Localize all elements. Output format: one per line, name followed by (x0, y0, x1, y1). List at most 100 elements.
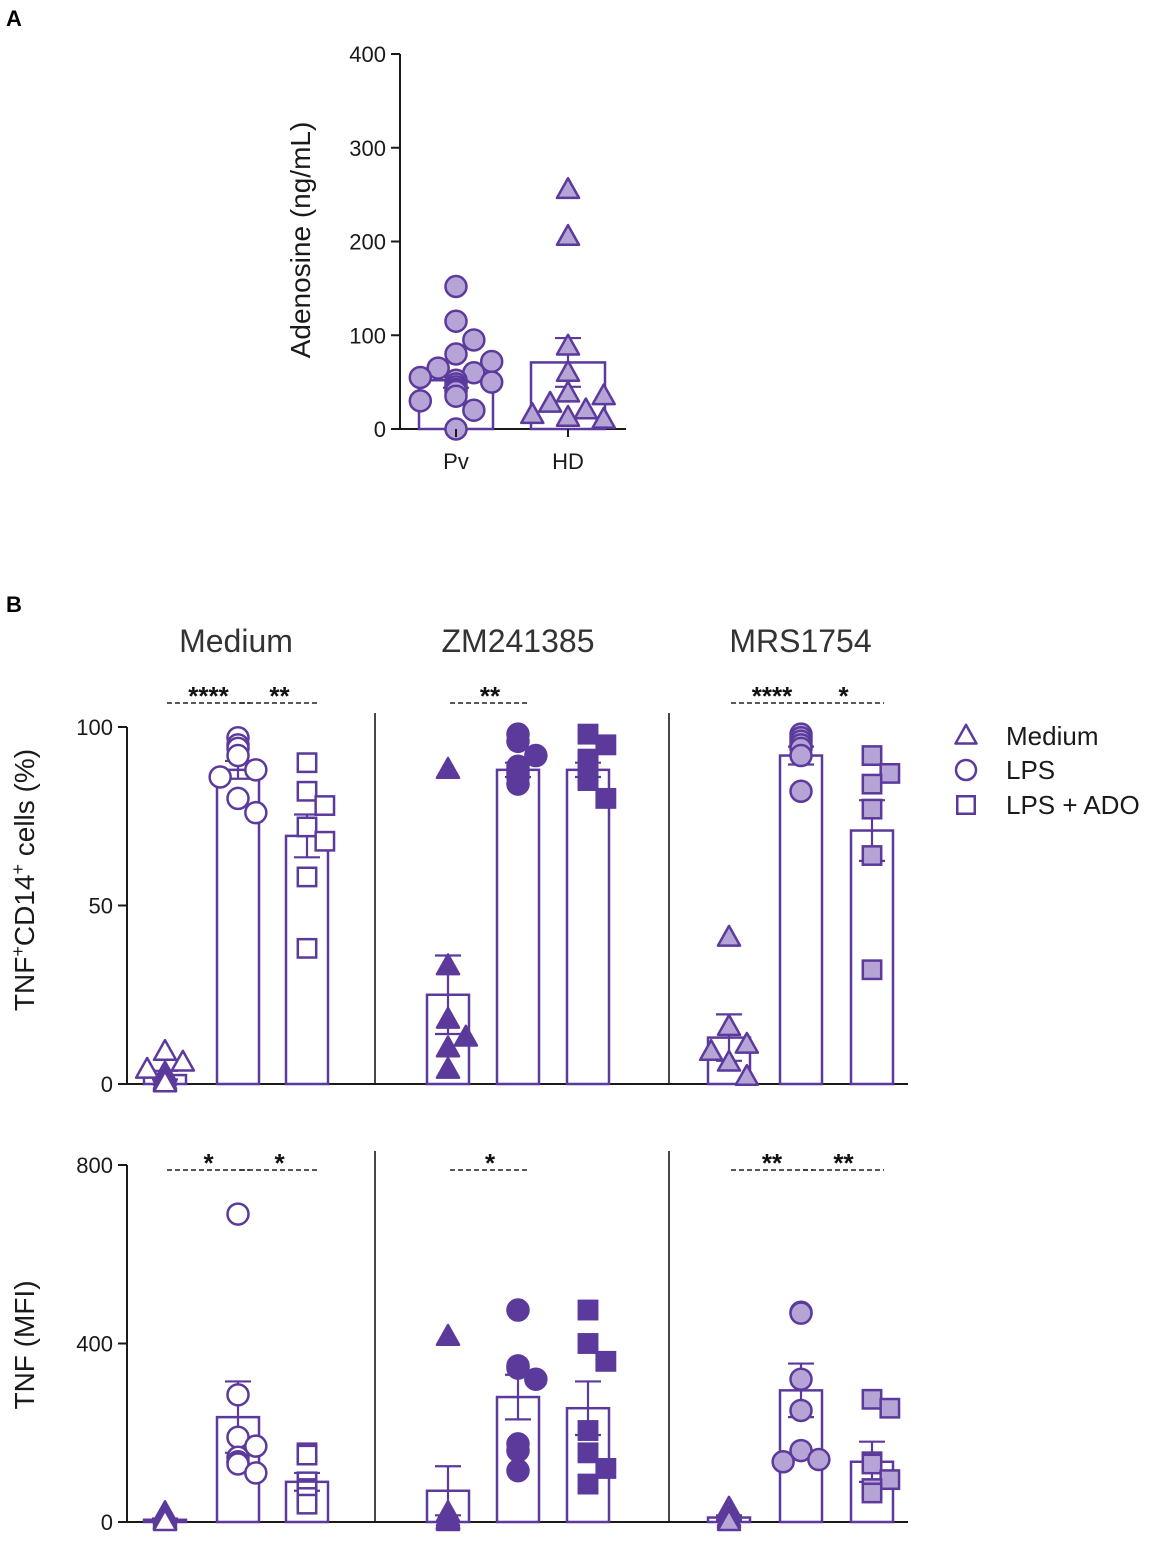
panel-b-top-mrs1754-lps-ado-point-5 (861, 959, 883, 981)
panel-b-top-medium-lps-point-4 (244, 758, 268, 782)
panel-b-bottom-zm241385-lps-ado-point-2 (595, 1350, 617, 1372)
panel-b-bottom-zm241385-lps-point-3 (524, 1367, 548, 1391)
panel-b-top-zm241385-medium-point-1 (435, 953, 461, 976)
panel-b-top-mrs1754-title: MRS1754 (729, 623, 871, 659)
panel-b-top-zm241385-lps-ado-point-7 (595, 787, 617, 809)
panel-b-top-medium-lps-ado-point-3 (296, 816, 318, 838)
legend-marker-square (956, 795, 976, 815)
panel-a-hd-point-4 (555, 380, 581, 403)
panel-a-pv-point-16 (462, 398, 486, 422)
panel-b-top-medium-medium-point-2 (134, 1056, 160, 1079)
panel-b-bottom-mrs1754-lps-ado-point-3 (861, 1453, 883, 1475)
panel-b-bottom-zm241385-lps-point-6 (506, 1458, 530, 1483)
panel-b-top-zm241385-lps-point-2 (524, 743, 548, 768)
panel-a-pv-point-14 (444, 384, 468, 408)
panel-a-letter: A (6, 6, 22, 31)
panel-b-bottom-zm241385-lps-ado-point-4 (577, 1442, 599, 1464)
panel-a-pv-point-1 (444, 309, 468, 333)
panel-a-hd-point-9 (555, 404, 581, 427)
panel-b-bottom-mrs1754-lps-ado-point-6 (861, 1482, 883, 1504)
panel-b-top-mrs1754-sig-label-0: **** (752, 681, 793, 711)
panel-b-top-medium-title: Medium (179, 623, 293, 659)
panel-a-hd-point-0 (555, 176, 581, 200)
panel-b-bottom-medium-sig-label-1: * (274, 1148, 285, 1178)
panel-a-pv-point-5 (426, 356, 450, 380)
panel-b-top-mrs1754-lps-ado-point-1 (879, 762, 901, 784)
panel-b-top-medium-lps-ado-point-1 (296, 780, 318, 802)
panel-a-pv-point-15 (408, 389, 433, 413)
panel-b-top-medium-sig-label-1: ** (269, 681, 290, 711)
panel-b-top-mrs1754-lps-ado-point-2 (861, 773, 883, 795)
panel-b-top-mrs1754-medium-point-4 (716, 1049, 742, 1072)
panel-a-hd-point-8 (520, 401, 545, 425)
panel-a-hd-point-5 (591, 383, 616, 406)
panel-b-bottom-mrs1754-lps-point-1 (789, 1301, 813, 1325)
panel-a-pv-point-7 (408, 365, 433, 390)
panel-b-top-ytick-label-0: 0 (101, 1072, 113, 1097)
panel-b-bottom-mrs1754-sig-label-0: ** (762, 1148, 783, 1178)
panel-a-ytick-label-200: 200 (349, 230, 386, 255)
panel-b-top-zm241385-lps-ado-bar (565, 768, 611, 1086)
panel-b-top-medium-lps-point-6 (226, 786, 250, 811)
panel-b-letter: B (6, 592, 22, 617)
panel-b-top-mrs1754-sig-label-1: * (838, 681, 849, 711)
panel-b-top-zm241385-lps-ado-point-0 (577, 723, 599, 745)
panel-b-bottom-medium-lps-point-1 (226, 1383, 250, 1407)
panel-b-bottom-medium-lps-ado-point-6 (296, 1493, 318, 1515)
panel-b-top-zm241385-medium-point-4 (435, 1035, 461, 1058)
legend-label-1: LPS (1006, 755, 1055, 785)
panel-b-top-mrs1754-lps-ado-bar (849, 829, 895, 1086)
legend-marker-circle (954, 758, 978, 782)
panel-b-top-mrs1754-lps-ado-point-3 (861, 798, 883, 820)
panel-a-xtick-label-0: Pv (443, 449, 469, 474)
panel-b-top-zm241385-medium-point-3 (453, 1024, 479, 1047)
panel-a-ytick-label-300: 300 (349, 136, 386, 161)
panel-b-top-medium-lps-ado-point-4 (314, 830, 336, 852)
panel-a-hd-point-7 (573, 397, 599, 420)
panel-b-bottom-zm241385-lps-ado-point-0 (577, 1299, 599, 1321)
panel-b-bottom-mrs1754-lps-point-3 (789, 1398, 813, 1423)
panel-b-top-zm241385-medium-point-0 (435, 756, 461, 780)
panel-b-bottom-zm241385-sig-label-0: * (485, 1148, 496, 1178)
panel-a-ylabel: Adenosine (ng/mL) (285, 122, 316, 359)
panel-b-bottom-zm241385-lps-ado-point-1 (577, 1333, 599, 1354)
panel-b-top-medium-lps-point-5 (208, 765, 232, 789)
panel-b-top-zm241385-lps-ado-point-6 (577, 770, 599, 791)
panel-b-bottom-ytick-label-800: 800 (76, 1153, 113, 1178)
panel-a-hd-point-1 (555, 223, 581, 247)
panel-b-bottom-zm241385-lps-ado-point-5 (595, 1458, 617, 1479)
panel-a-xtick-label-1: HD (552, 449, 584, 474)
panel-b-bottom-ytick-label-0: 0 (101, 1510, 113, 1535)
panel-b-top-ytick-label-50: 50 (89, 894, 113, 919)
panel-b-top-medium-sig-label-0: **** (188, 681, 229, 711)
panel-b-top-medium-lps-point-3 (226, 743, 250, 768)
panel-b-top-medium-lps-point-7 (244, 800, 268, 825)
panel-b-bottom-ytick-label-400: 400 (76, 1332, 113, 1357)
panel-b-top-mrs1754-lps-bar (778, 754, 824, 1086)
panel-a-ytick-label-400: 400 (349, 42, 386, 67)
panel-b-top-mrs1754-medium-point-0 (716, 924, 742, 947)
panel-b-top-medium-lps-ado-point-6 (296, 937, 318, 959)
panel-b-top-mrs1754-lps-ado-point-4 (861, 845, 883, 866)
panel-b-top-zm241385-lps-ado-point-1 (595, 734, 617, 756)
panel-b-top-zm241385-lps-point-7 (506, 772, 530, 796)
panel-b-bottom-medium-lps-ado-point-1 (296, 1444, 318, 1466)
panel-b-top-zm241385-title: ZM241385 (442, 623, 595, 659)
legend-label-2: LPS + ADO (1006, 790, 1140, 820)
panel-b-top-mrs1754-lps-point-6 (789, 779, 813, 804)
panel-b-top-zm241385-lps-point-1 (506, 729, 530, 754)
panel-a-hd-point-2 (555, 333, 581, 356)
panel-b-top-medium-lps-ado-point-5 (296, 866, 318, 888)
panel-b-top-ytick-label-100: 100 (76, 715, 113, 740)
panel-b-bottom-ylabel: TNF (MFI) (9, 1280, 40, 1409)
panel-b-top-medium-medium-point-7 (152, 1070, 178, 1093)
panel-b-top-mrs1754-medium-point-5 (734, 1063, 760, 1087)
panel-b-top-zm241385-lps-bar (495, 768, 541, 1086)
panel-b-top-medium-lps-ado-point-2 (314, 795, 336, 816)
panel-b-bottom-mrs1754-medium-point-4 (716, 1509, 742, 1532)
panel-a-hd-point-10 (591, 406, 616, 429)
panel-b-bottom-zm241385-lps-ado-point-3 (577, 1420, 599, 1441)
panel-b-top-zm241385-sig-label-0: ** (480, 681, 501, 711)
